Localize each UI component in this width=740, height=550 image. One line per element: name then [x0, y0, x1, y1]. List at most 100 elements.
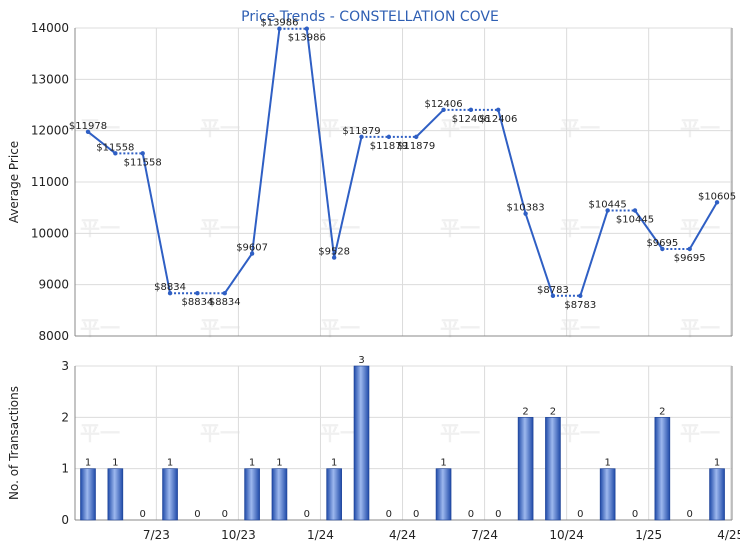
- transaction-bar: [80, 468, 96, 521]
- transaction-bar: [517, 417, 534, 521]
- price-y-tick-label: 8000: [38, 329, 69, 343]
- price-data-label: $11558: [96, 142, 134, 153]
- price-data-label: $9607: [236, 243, 268, 254]
- watermark-mark: 平一: [560, 116, 600, 140]
- price-data-label: $11978: [69, 121, 107, 132]
- price-data-label: $11879: [397, 141, 435, 152]
- watermark-mark: 平一: [200, 216, 240, 240]
- transaction-count-label: 0: [468, 509, 474, 520]
- price-point: [578, 293, 583, 299]
- price-data-label: $8783: [537, 285, 569, 296]
- transaction-bar: [353, 365, 370, 521]
- transaction-count-label: 2: [550, 406, 556, 417]
- price-line-segment: [415, 109, 445, 138]
- watermark-mark: 平一: [440, 421, 480, 445]
- transaction-bar: [107, 468, 124, 521]
- transaction-count-label: 1: [440, 458, 446, 469]
- watermark-mark: 平一: [320, 116, 360, 140]
- watermark-mark: 平一: [80, 421, 120, 445]
- price-point: [632, 208, 638, 213]
- price-data-label: $12406: [424, 99, 462, 110]
- transaction-bar: [271, 468, 288, 521]
- price-data-label: $13986: [288, 33, 326, 44]
- price-point: [441, 107, 446, 113]
- watermark-mark: 平一: [320, 421, 360, 445]
- price-data-label: $11879: [370, 141, 408, 152]
- price-data-label: $11879: [342, 126, 380, 137]
- price-data-label: $9695: [674, 253, 706, 264]
- price-line-segment: [524, 213, 554, 297]
- price-y-axis-label: Average Price: [7, 141, 21, 223]
- transaction-count-label: 1: [112, 458, 118, 469]
- transaction-count-label: 0: [632, 509, 638, 520]
- watermark-mark: 平一: [80, 216, 120, 240]
- transaction-bar: [709, 468, 725, 521]
- price-y-tick-label: 10000: [31, 226, 69, 240]
- price-point: [195, 290, 200, 296]
- x-tick-label: 1/24: [307, 528, 334, 542]
- price-data-label: $10445: [616, 214, 654, 225]
- transaction-bar: [244, 468, 260, 521]
- transaction-count-label: 0: [386, 509, 392, 520]
- price-point: [140, 151, 145, 156]
- transactions-y-tick-label: 3: [61, 359, 69, 373]
- x-tick-label: 4/24: [389, 528, 416, 542]
- transaction-count-label: 3: [358, 355, 364, 366]
- price-data-label: $8834: [181, 297, 213, 308]
- transactions-y-tick-label: 2: [61, 410, 69, 424]
- transaction-count-label: 1: [249, 458, 255, 469]
- transaction-count-label: 1: [167, 458, 173, 469]
- price-point: [85, 129, 91, 134]
- transactions-y-axis-label: No. of Transactions: [7, 386, 21, 500]
- price-data-label: $8834: [154, 282, 186, 293]
- price-point: [687, 246, 692, 252]
- chart-title: Price Trends - CONSTELLATION COVE: [241, 9, 499, 25]
- price-point: [386, 134, 392, 140]
- transactions-y-tick-label: 1: [61, 462, 69, 476]
- transaction-count-label: 1: [714, 458, 720, 469]
- x-tick-label: 7/23: [143, 528, 170, 542]
- price-data-label: $11558: [124, 157, 162, 168]
- price-data-label: $9528: [318, 247, 350, 258]
- price-point: [222, 290, 227, 296]
- price-point: [331, 255, 337, 260]
- price-line-segment: [305, 28, 336, 258]
- price-line-segment: [251, 28, 281, 254]
- price-line-segment: [333, 136, 363, 258]
- price-line-segment: [223, 252, 253, 294]
- transaction-count-label: 0: [495, 509, 501, 520]
- price-data-label: $12406: [479, 114, 517, 125]
- watermark-mark: 平一: [80, 116, 120, 140]
- x-tick-label: 7/24: [471, 528, 498, 542]
- price-data-label: $10445: [589, 199, 627, 210]
- transaction-count-label: 0: [413, 509, 419, 520]
- price-data-label: $9695: [646, 238, 678, 249]
- watermark-mark: 平一: [200, 421, 240, 445]
- transaction-bar: [654, 417, 671, 521]
- transaction-count-label: 1: [604, 458, 610, 469]
- transaction-count-label: 0: [140, 509, 146, 520]
- price-y-tick-label: 13000: [31, 72, 69, 86]
- transaction-count-label: 0: [577, 509, 583, 520]
- price-point: [304, 26, 309, 31]
- watermark-mark: 平一: [680, 421, 720, 445]
- transaction-count-label: 0: [222, 509, 228, 520]
- price-data-label: $10605: [698, 191, 736, 202]
- transaction-bar: [326, 468, 342, 521]
- transaction-bar: [435, 468, 452, 521]
- transaction-count-label: 1: [276, 458, 282, 469]
- transaction-bar: [599, 468, 616, 521]
- price-point: [605, 208, 610, 213]
- transaction-count-label: 0: [194, 509, 200, 520]
- price-line-segment: [688, 201, 718, 250]
- price-line-segment: [497, 109, 527, 214]
- transaction-count-label: 0: [304, 509, 310, 520]
- watermark-mark: 平一: [560, 421, 600, 445]
- price-data-label: $12406: [452, 114, 490, 125]
- price-point: [167, 290, 173, 296]
- price-point: [523, 211, 528, 216]
- transaction-count-label: 2: [522, 406, 528, 417]
- x-tick-label: 1/25: [635, 528, 662, 542]
